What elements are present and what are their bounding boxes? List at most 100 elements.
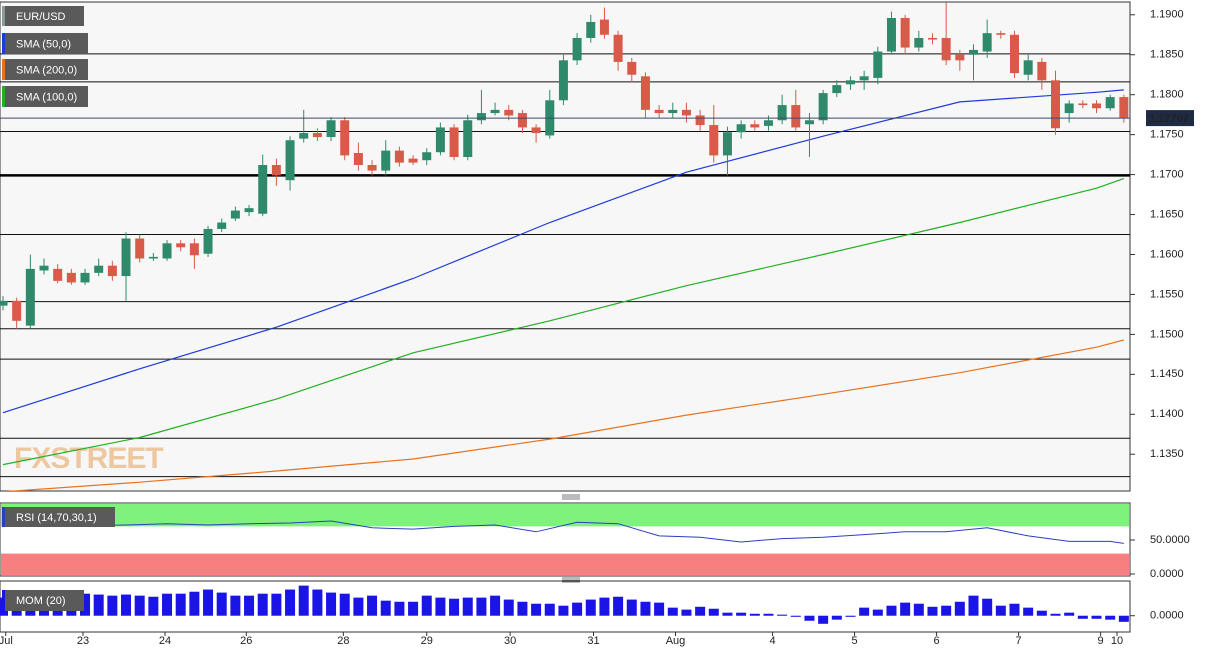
candle-body	[982, 33, 992, 52]
x-tick-label: Aug	[666, 635, 686, 647]
x-tick-label: 23	[77, 635, 89, 647]
x-tick-label: 28	[337, 635, 349, 647]
mom-bar	[1023, 607, 1034, 616]
candle-body	[12, 300, 22, 321]
legend-stripe	[2, 590, 5, 611]
x-tick-label: 29	[421, 635, 433, 647]
candle-body	[914, 37, 924, 48]
candle-body	[531, 127, 541, 134]
mom-bar	[216, 592, 227, 616]
sma-line	[2, 178, 1124, 466]
candle-body	[422, 152, 432, 161]
mom-bar	[900, 602, 911, 616]
candle-body	[53, 268, 63, 281]
mom-bar	[1009, 603, 1020, 616]
y-tick-label: 1.1800	[1150, 89, 1184, 101]
candle-body	[791, 105, 801, 128]
mom-bar	[927, 606, 938, 616]
legend-title: EUR/USD	[16, 11, 66, 23]
mom-bar	[353, 597, 364, 616]
candle-body	[804, 120, 814, 125]
legend-item-box	[2, 33, 88, 54]
mom-bar	[585, 599, 596, 616]
mom-bar	[257, 593, 268, 616]
mom-bar	[203, 589, 214, 616]
mom-bar	[640, 601, 651, 616]
candle-body	[176, 243, 186, 248]
candle-body	[640, 76, 650, 110]
legend-stripe	[2, 507, 5, 527]
mom-bar	[913, 603, 924, 616]
candle-body	[941, 37, 951, 61]
mom-bar	[298, 585, 309, 616]
mom-bar	[107, 595, 118, 616]
legend-item-stripe	[2, 59, 5, 80]
candle-body	[968, 49, 978, 55]
candle-body	[681, 109, 691, 116]
candle-body	[763, 120, 773, 126]
mom-bar	[613, 596, 624, 616]
candle-body	[722, 132, 732, 156]
mom-bar	[695, 606, 706, 616]
mom-bar	[230, 595, 241, 616]
mom-bar	[271, 593, 282, 616]
candle-body	[449, 127, 459, 158]
mom-bar	[380, 600, 391, 616]
rsi-line	[2, 520, 1124, 544]
mom-bar	[1050, 613, 1061, 616]
legend-item: SMA (50,0)	[16, 38, 71, 50]
y-tick-label: 1.1900	[1150, 9, 1184, 21]
sma-line	[2, 89, 1124, 414]
legend-item: SMA (200,0)	[16, 64, 77, 76]
panel-handle[interactable]	[562, 494, 580, 500]
candle-body	[203, 228, 213, 254]
candle-body	[25, 268, 35, 326]
mom-bar	[244, 595, 255, 616]
candle-body	[121, 238, 131, 277]
candle-body	[818, 93, 828, 121]
mom-bar	[982, 598, 993, 616]
panel-handle[interactable]	[562, 577, 580, 583]
candle-body	[80, 272, 90, 283]
mom-bar	[572, 602, 583, 616]
y-tick-label: 1.1850	[1150, 49, 1184, 61]
y-tick-label: 1.1550	[1150, 288, 1184, 300]
mom-bar	[93, 594, 104, 616]
mom-bar	[1077, 615, 1088, 619]
legend-box	[2, 590, 84, 611]
x-tick-label: 30	[504, 635, 516, 647]
candle-body	[66, 272, 76, 283]
candle-body	[900, 17, 910, 48]
mom-bar	[667, 607, 678, 616]
mom-bar	[722, 612, 733, 616]
x-tick-label: 6	[934, 635, 940, 647]
mom-bar	[490, 595, 501, 616]
mom-bar	[339, 593, 350, 616]
candle-body	[107, 265, 117, 277]
last-price-label: 1.17707	[1149, 113, 1189, 125]
candle-body	[244, 208, 254, 213]
candle-body	[217, 222, 227, 229]
mom-bar	[189, 591, 200, 616]
y-tick-label: 1.1450	[1150, 368, 1184, 380]
y-tick-label: 1.1650	[1150, 208, 1184, 220]
candle-body	[504, 109, 514, 116]
candle-body	[312, 133, 322, 138]
candle-body	[572, 37, 582, 61]
mom-bar	[80, 593, 91, 616]
candle-body	[1078, 103, 1088, 106]
mom-bar	[394, 601, 405, 616]
mom-bar	[872, 609, 883, 616]
sma-line	[5, 339, 1124, 491]
candle-body	[709, 125, 719, 156]
candle-body	[517, 113, 527, 128]
candle-body	[1119, 97, 1129, 118]
mom-bar	[831, 615, 842, 620]
candle-body	[832, 85, 842, 94]
candle-body	[435, 127, 445, 153]
candle-body	[340, 120, 350, 156]
x-tick-label: 24	[159, 635, 171, 647]
candle-body	[490, 109, 500, 114]
mom-bar	[544, 603, 555, 616]
legend-item: SMA (100,0)	[16, 91, 77, 103]
